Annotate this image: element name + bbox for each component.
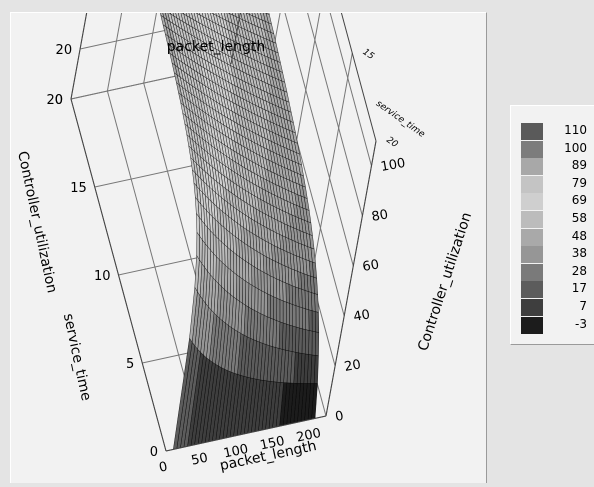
legend-label: 38 xyxy=(572,246,587,260)
legend-entry: 100 xyxy=(521,141,593,158)
surface-cell xyxy=(205,243,208,271)
legend-label: 28 xyxy=(572,264,587,278)
grid-line xyxy=(107,13,157,91)
legend-label: 69 xyxy=(572,193,587,207)
surface-cell xyxy=(290,303,293,326)
legend-label: 100 xyxy=(564,141,587,155)
legend-swatch xyxy=(521,141,543,158)
right-tick-label: 80 xyxy=(370,207,389,225)
legend-label: 7 xyxy=(579,299,587,313)
legend-entry: 48 xyxy=(521,229,593,246)
right-tick-label: 0 xyxy=(334,409,345,425)
legend-swatch xyxy=(521,246,543,263)
legend-entry: 69 xyxy=(521,193,593,210)
y-tick-label: 10 xyxy=(94,269,111,284)
surface-cell xyxy=(252,265,255,287)
legend-entry: 38 xyxy=(521,246,593,263)
legend-entry: 110 xyxy=(521,123,593,140)
surface-cell xyxy=(197,232,200,260)
surface-cell xyxy=(199,236,202,264)
surface-cell xyxy=(277,298,280,322)
legend-entry: 28 xyxy=(521,264,593,281)
legend-swatch xyxy=(521,264,543,281)
legend-swatch xyxy=(521,229,543,246)
surface-cell xyxy=(267,294,270,318)
x-tick-label: 0 xyxy=(158,459,169,475)
surface-cell xyxy=(315,312,319,333)
top-right-tick-label: 20 xyxy=(384,135,399,150)
box-edge xyxy=(326,141,376,416)
surface-cell xyxy=(309,310,313,331)
y-tick-label: 15 xyxy=(70,181,87,196)
legend-label: 79 xyxy=(572,176,587,190)
legend-swatch xyxy=(521,317,543,334)
legend-swatch xyxy=(521,211,543,228)
surface-plot: 0501001502000510152002040608010005010015… xyxy=(11,13,486,483)
surface-cell xyxy=(302,308,305,330)
surface-cell xyxy=(306,309,310,331)
legend-label: -3 xyxy=(575,317,587,331)
surface-cell xyxy=(296,306,299,328)
left-axis-title: Controller_utilization xyxy=(14,150,60,295)
surface-cell xyxy=(258,289,261,314)
service-time-axis-title: service_time xyxy=(60,312,94,402)
surface-cell xyxy=(293,305,296,328)
surface-cell xyxy=(243,259,246,281)
z-tick-label: 20 xyxy=(56,43,73,58)
right-tick-label: 40 xyxy=(352,307,371,325)
legend-swatch xyxy=(521,123,543,140)
legend-swatch xyxy=(521,281,543,298)
legend-entry: 79 xyxy=(521,176,593,193)
legend-entry: 58 xyxy=(521,211,593,228)
legend-swatch xyxy=(521,299,543,316)
legend-entry: 7 xyxy=(521,299,593,316)
surface-layer xyxy=(122,13,319,449)
surface-cell xyxy=(315,332,319,356)
legend-label: 89 xyxy=(572,158,587,172)
surface-cell xyxy=(234,252,237,275)
top-axis-title: packet_length xyxy=(167,39,266,55)
legend-swatch xyxy=(521,176,543,193)
top-right-axis-title: service_time xyxy=(374,99,427,140)
legend-label: 48 xyxy=(572,229,587,243)
surface-cell xyxy=(283,301,286,324)
surface-cell xyxy=(231,250,234,273)
legend-swatch xyxy=(521,158,543,175)
surface-cell xyxy=(312,311,316,332)
right-tick-label: 20 xyxy=(343,357,362,375)
surface-cell xyxy=(252,285,255,310)
legend-entry: 17 xyxy=(521,281,593,298)
y-tick-label: 5 xyxy=(126,357,134,372)
surface-cell xyxy=(299,307,302,329)
legend-panel: 110 100 89 79 69 58 48 38 28 17 7 -3 xyxy=(510,105,594,345)
surface-cell xyxy=(255,287,258,312)
surface-cell xyxy=(280,300,283,323)
x-tick-label: 50 xyxy=(190,451,209,469)
z-tick-label: 0 xyxy=(55,93,63,108)
legend-label: 17 xyxy=(572,281,587,295)
top-right-tick-label: 15 xyxy=(361,47,376,62)
surface-cell xyxy=(274,297,277,321)
surface-cell xyxy=(270,295,273,319)
right-axis-title: Controller_utilization xyxy=(415,211,475,354)
legend-label: 110 xyxy=(564,123,587,137)
legend-swatch xyxy=(521,193,543,210)
surface-cell xyxy=(246,261,249,283)
y-tick-label: 0 xyxy=(150,445,158,460)
legend-entry: 89 xyxy=(521,158,593,175)
surface-cell xyxy=(264,292,267,317)
surface-cell xyxy=(237,255,240,277)
legend-label: 58 xyxy=(572,211,587,225)
box-edge xyxy=(281,13,376,141)
surface-cell xyxy=(286,302,289,325)
surface-cell xyxy=(309,330,313,355)
plot-panel: 0501001502000510152002040608010005010015… xyxy=(10,12,487,483)
surface-cell xyxy=(312,331,316,355)
right-tick-label: 60 xyxy=(361,257,380,275)
surface-cell xyxy=(222,242,225,265)
surface-cell xyxy=(261,291,264,316)
right-tick-label: 100 xyxy=(380,156,407,175)
surface-cell xyxy=(240,257,243,279)
legend-entry: -3 xyxy=(521,317,593,334)
